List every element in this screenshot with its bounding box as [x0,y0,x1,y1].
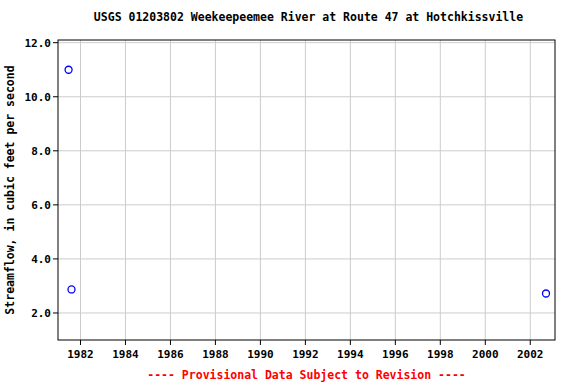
y-tick-label: 12.0 [25,37,52,50]
grid-line [395,40,396,340]
grid-line [58,312,555,313]
x-tick-label: 1992 [292,348,319,361]
tick-mark [53,96,58,97]
tick-mark [485,340,486,345]
grid-line [305,40,306,340]
tick-mark [260,340,261,345]
tick-mark [53,312,58,313]
title: USGS 01203802 Weekeepeemee River at Rout… [94,10,523,24]
grid-line [440,40,441,340]
grid-line [485,40,486,340]
data-point [65,66,72,73]
tick-mark [215,340,216,345]
plot-area [58,40,555,340]
tick-mark [440,340,441,345]
data-point [68,286,75,293]
grid-line [125,40,126,340]
x-tick-label: 1990 [247,348,274,361]
data-point [543,290,550,297]
y-axis-label: Streamflow, in cubic feet per second [3,65,17,314]
y-tick-label: 4.0 [31,253,51,266]
x-tick-label: 1988 [202,348,229,361]
tick-mark [53,150,58,151]
grid-line [80,40,81,340]
x-tick-label: 1998 [427,348,454,361]
x-tick-label: 1982 [67,348,94,361]
y-tick-label: 6.0 [31,199,51,212]
x-tick-label: 1984 [112,348,139,361]
grid-line [530,40,531,340]
grid-line [58,96,555,97]
tick-mark [125,340,126,345]
y-tick-label: 10.0 [25,91,52,104]
x-tick-label: 1986 [157,348,184,361]
annotation: ---- Provisional Data Subject to Revisio… [147,368,466,382]
tick-mark [80,340,81,345]
x-tick-label: 2000 [472,348,499,361]
grid-line [58,150,555,151]
tick-mark [170,340,171,345]
plot-frame [58,40,555,340]
y-tick-label: 2.0 [31,307,51,320]
tick-mark [530,340,531,345]
tick-mark [305,340,306,345]
grid-line [350,40,351,340]
tick-mark [53,204,58,205]
chart: 1982 1984 1986 1988 1990 1992 1994 1996 1998 2000… [0,0,576,384]
tick-mark [395,340,396,345]
grid-line [58,258,555,259]
x-tick-label: 1996 [382,348,409,361]
grid-line [215,40,216,340]
grid-line [260,40,261,340]
x-tick-label: 1994 [337,348,364,361]
points [65,66,549,297]
tick-mark [53,258,58,259]
grid-line [58,204,555,205]
grid-line [58,42,555,43]
tick-mark [350,340,351,345]
grid-line [170,40,171,340]
tick-mark [53,42,58,43]
y-tick-label: 8.0 [31,145,51,158]
x-tick-label: 2002 [517,348,544,361]
